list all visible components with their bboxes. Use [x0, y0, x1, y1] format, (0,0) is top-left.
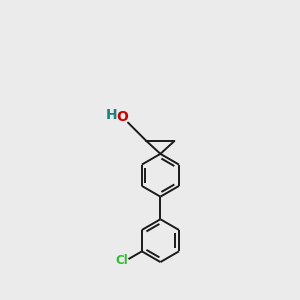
Text: O: O [117, 110, 129, 124]
Text: H: H [106, 108, 117, 122]
Text: Cl: Cl [116, 254, 128, 267]
